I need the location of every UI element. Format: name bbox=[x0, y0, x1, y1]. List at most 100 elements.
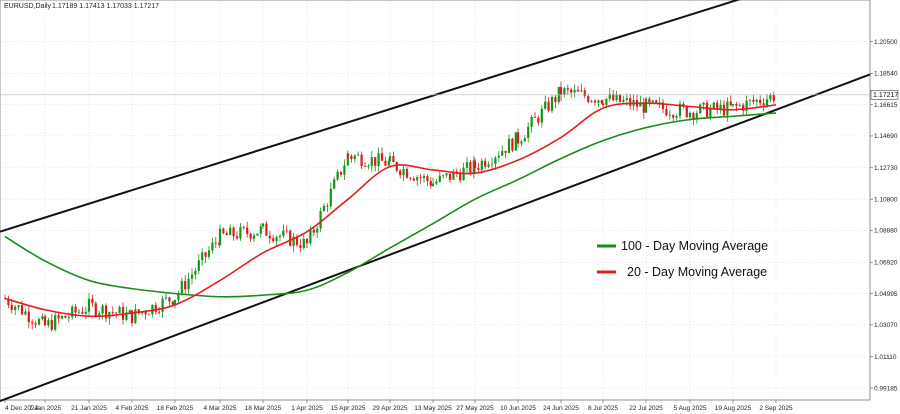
candle-body-bear bbox=[429, 180, 432, 186]
x-tick-label: 21 Jan 2025 bbox=[71, 405, 107, 412]
candle-body-bear bbox=[154, 304, 157, 312]
candle-body-bear bbox=[225, 233, 228, 236]
candle-body-bear bbox=[392, 156, 395, 163]
candle-body-bear bbox=[448, 173, 452, 180]
candle-body-bear bbox=[735, 103, 738, 106]
x-tick-label: 18 Feb 2025 bbox=[157, 405, 194, 412]
candle-body-bear bbox=[7, 298, 10, 305]
candle-body-bull bbox=[353, 155, 356, 160]
candle-body-bear bbox=[504, 150, 507, 153]
candle-body-bear bbox=[692, 113, 695, 120]
candle-body-bear bbox=[484, 160, 487, 167]
candle-body-bear bbox=[682, 103, 685, 107]
candle-body-bear bbox=[742, 104, 745, 111]
candle-body-bull bbox=[187, 278, 190, 290]
candle-body-bear bbox=[346, 153, 350, 156]
candle-body-bear bbox=[111, 312, 114, 313]
x-tick-label: 5 Aug 2025 bbox=[674, 405, 707, 412]
candle-body-bull bbox=[431, 183, 435, 186]
y-tick-label: 1.08880 bbox=[874, 228, 898, 235]
candle-body-bear bbox=[222, 228, 225, 234]
candle-body-bull bbox=[748, 99, 752, 101]
candle-body-bear bbox=[593, 100, 597, 103]
candle-body-bull bbox=[452, 171, 455, 180]
candle-body-bear bbox=[554, 96, 557, 103]
candle-body-bull bbox=[615, 94, 618, 101]
candle-body-bull bbox=[329, 188, 332, 207]
candle-body-bear bbox=[559, 86, 563, 95]
candle-body-bear bbox=[661, 102, 665, 109]
candle-body-bull bbox=[256, 233, 259, 236]
candle-body-bull bbox=[125, 312, 128, 320]
x-tick-label: 10 Jun 2025 bbox=[500, 405, 536, 412]
candle-body-bull bbox=[678, 103, 682, 117]
candle-body-bull bbox=[319, 211, 322, 229]
candle-body-bear bbox=[204, 252, 207, 257]
candle-body-bear bbox=[31, 322, 34, 324]
candle-body-bear bbox=[91, 298, 94, 304]
candle-body-bull bbox=[180, 281, 183, 294]
candle-body-bull bbox=[550, 96, 554, 111]
candle-body-bull bbox=[67, 316, 70, 318]
candle-body-bear bbox=[339, 171, 343, 175]
candle-body-bear bbox=[285, 230, 288, 232]
candle-body-bull bbox=[422, 176, 426, 178]
candle-body-bull bbox=[731, 103, 735, 106]
candle-body-bull bbox=[207, 250, 211, 257]
candle-body-bull bbox=[343, 165, 346, 175]
y-tick-label: 1.18540 bbox=[874, 71, 898, 78]
candle-body-bear bbox=[642, 102, 645, 113]
candle-body-bear bbox=[752, 99, 755, 102]
candle-body-bull bbox=[487, 164, 490, 167]
candle-body-bear bbox=[242, 226, 245, 228]
candle-body-bull bbox=[77, 311, 81, 313]
candle-body-bull bbox=[472, 160, 475, 173]
candle-body-bull bbox=[625, 98, 628, 101]
candle-body-bull bbox=[357, 154, 360, 156]
legend-label-ma20: 20 - Day Moving Average bbox=[627, 265, 767, 279]
candle-body-bull bbox=[544, 101, 547, 109]
plot-frame bbox=[0, 0, 871, 401]
ma-layer bbox=[4, 102, 777, 318]
candle-body-bear bbox=[363, 166, 367, 167]
price-tag-text: 1.17217 bbox=[873, 92, 898, 99]
candle-body-bull bbox=[688, 113, 692, 118]
candle-body-bear bbox=[246, 227, 249, 234]
candle-body-bear bbox=[130, 310, 134, 324]
price-tag: 1.17217 bbox=[870, 90, 899, 100]
candle-body-bear bbox=[268, 235, 271, 239]
candle-body-bull bbox=[726, 101, 729, 116]
candle-body-bull bbox=[161, 298, 164, 312]
candle-body-bear bbox=[34, 323, 37, 325]
candle-body-bear bbox=[20, 305, 24, 315]
candle-body-bear bbox=[360, 154, 363, 167]
candle-body-bull bbox=[709, 108, 712, 118]
candle-body-bull bbox=[416, 177, 419, 181]
candle-body-bull bbox=[738, 104, 741, 106]
candle-body-bear bbox=[601, 103, 605, 105]
candle-body-bull bbox=[580, 90, 583, 92]
candle-body-bear bbox=[214, 242, 217, 244]
candle-body-bear bbox=[459, 173, 462, 181]
candle-body-bull bbox=[41, 316, 44, 320]
candle-body-bull bbox=[302, 238, 305, 249]
symbol-label: EURUSD,Daily bbox=[4, 3, 52, 10]
candle-body-bull bbox=[292, 236, 295, 246]
axis-layer: 1.20500 1.18540 1.16615 1.14690 1.12730 1.108… bbox=[0, 39, 898, 412]
price-tag-box bbox=[870, 90, 899, 100]
candle-body-bear bbox=[64, 315, 67, 318]
candle-body-bull bbox=[769, 94, 772, 100]
candle-body-bear bbox=[672, 115, 675, 118]
candle-body-bull bbox=[563, 88, 566, 95]
candle-body-bull bbox=[573, 89, 576, 93]
candle-body-bull bbox=[494, 157, 497, 164]
candle-body-bear bbox=[137, 309, 140, 314]
x-tick-label: 18 Mar 2025 bbox=[245, 405, 282, 412]
candle-body-bear bbox=[235, 236, 239, 239]
candle-body-bull bbox=[173, 299, 177, 305]
candle-body-bull bbox=[118, 307, 121, 314]
candle-body-bear bbox=[272, 238, 275, 242]
x-tick-label: 22 Jul 2025 bbox=[629, 405, 663, 412]
candle-body-bull bbox=[370, 157, 373, 166]
